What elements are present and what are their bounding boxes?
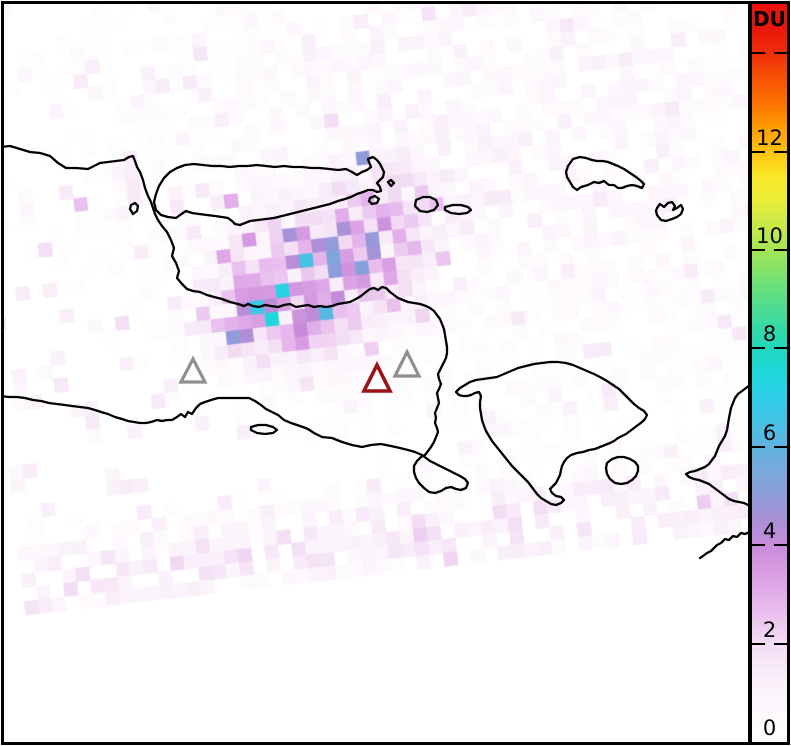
volcano-triangle-gray-west <box>178 355 208 384</box>
volcano-markers <box>178 348 422 393</box>
colorbar-tick <box>752 347 765 350</box>
colorbar-tick <box>774 150 787 153</box>
coastline-strait-islet <box>128 201 140 216</box>
coastline-and-marker-layer <box>4 144 748 560</box>
colorbar-tick <box>774 642 787 645</box>
colorbar-tick <box>774 347 787 350</box>
colorbar-tick <box>752 150 765 153</box>
map-panel <box>1 1 751 745</box>
colorbar-tick-label: 0 <box>762 716 777 740</box>
coastline-madura-tip-islet <box>386 178 396 188</box>
coastline-bali-island <box>454 360 649 507</box>
colorbar-tick-label: 12 <box>756 125 783 150</box>
colorbar-tick <box>774 544 787 547</box>
colorbar-tick <box>774 445 787 448</box>
volcano-triangle-red <box>361 360 393 393</box>
coastline-java-mainland <box>4 144 470 495</box>
coastline-poteran-islet <box>367 194 381 206</box>
coastline-kangean-island <box>564 155 646 192</box>
colorbar-tick-label: 8 <box>762 322 777 347</box>
coastline-sapudi-island <box>413 195 440 214</box>
coastline-lombok-west-coast <box>684 385 748 507</box>
coastline-raas-island <box>443 203 473 216</box>
colorbar-tick <box>752 249 765 251</box>
colorbar-tick <box>752 445 765 448</box>
coastline-kangean-east-island <box>654 200 685 223</box>
coastline-lombok-south-coast <box>698 531 748 560</box>
colorbar-tick <box>774 249 787 251</box>
colorbar-unit-label: DU <box>753 7 786 31</box>
colorbar-tick <box>752 544 765 547</box>
colorbar-tick-label: 2 <box>762 617 777 642</box>
coastline-nusa-barung-island <box>249 423 279 436</box>
coastlines <box>4 144 748 560</box>
colorbar-tick <box>774 52 787 55</box>
coastline-madura-island <box>152 155 386 227</box>
colorbar-tick-label: 10 <box>756 224 783 248</box>
colorbar-tick-label: 6 <box>762 420 777 445</box>
colorbar-tick <box>752 52 765 55</box>
volcano-triangle-gray-east <box>392 348 422 378</box>
coastline-nusa-penida-island <box>604 455 640 486</box>
colorbar: 0 2 4 6 8 10 12 DU <box>749 1 790 745</box>
colorbar-gradient <box>752 4 787 742</box>
colorbar-tick <box>752 642 765 645</box>
colorbar-tick-label: 4 <box>762 519 777 544</box>
